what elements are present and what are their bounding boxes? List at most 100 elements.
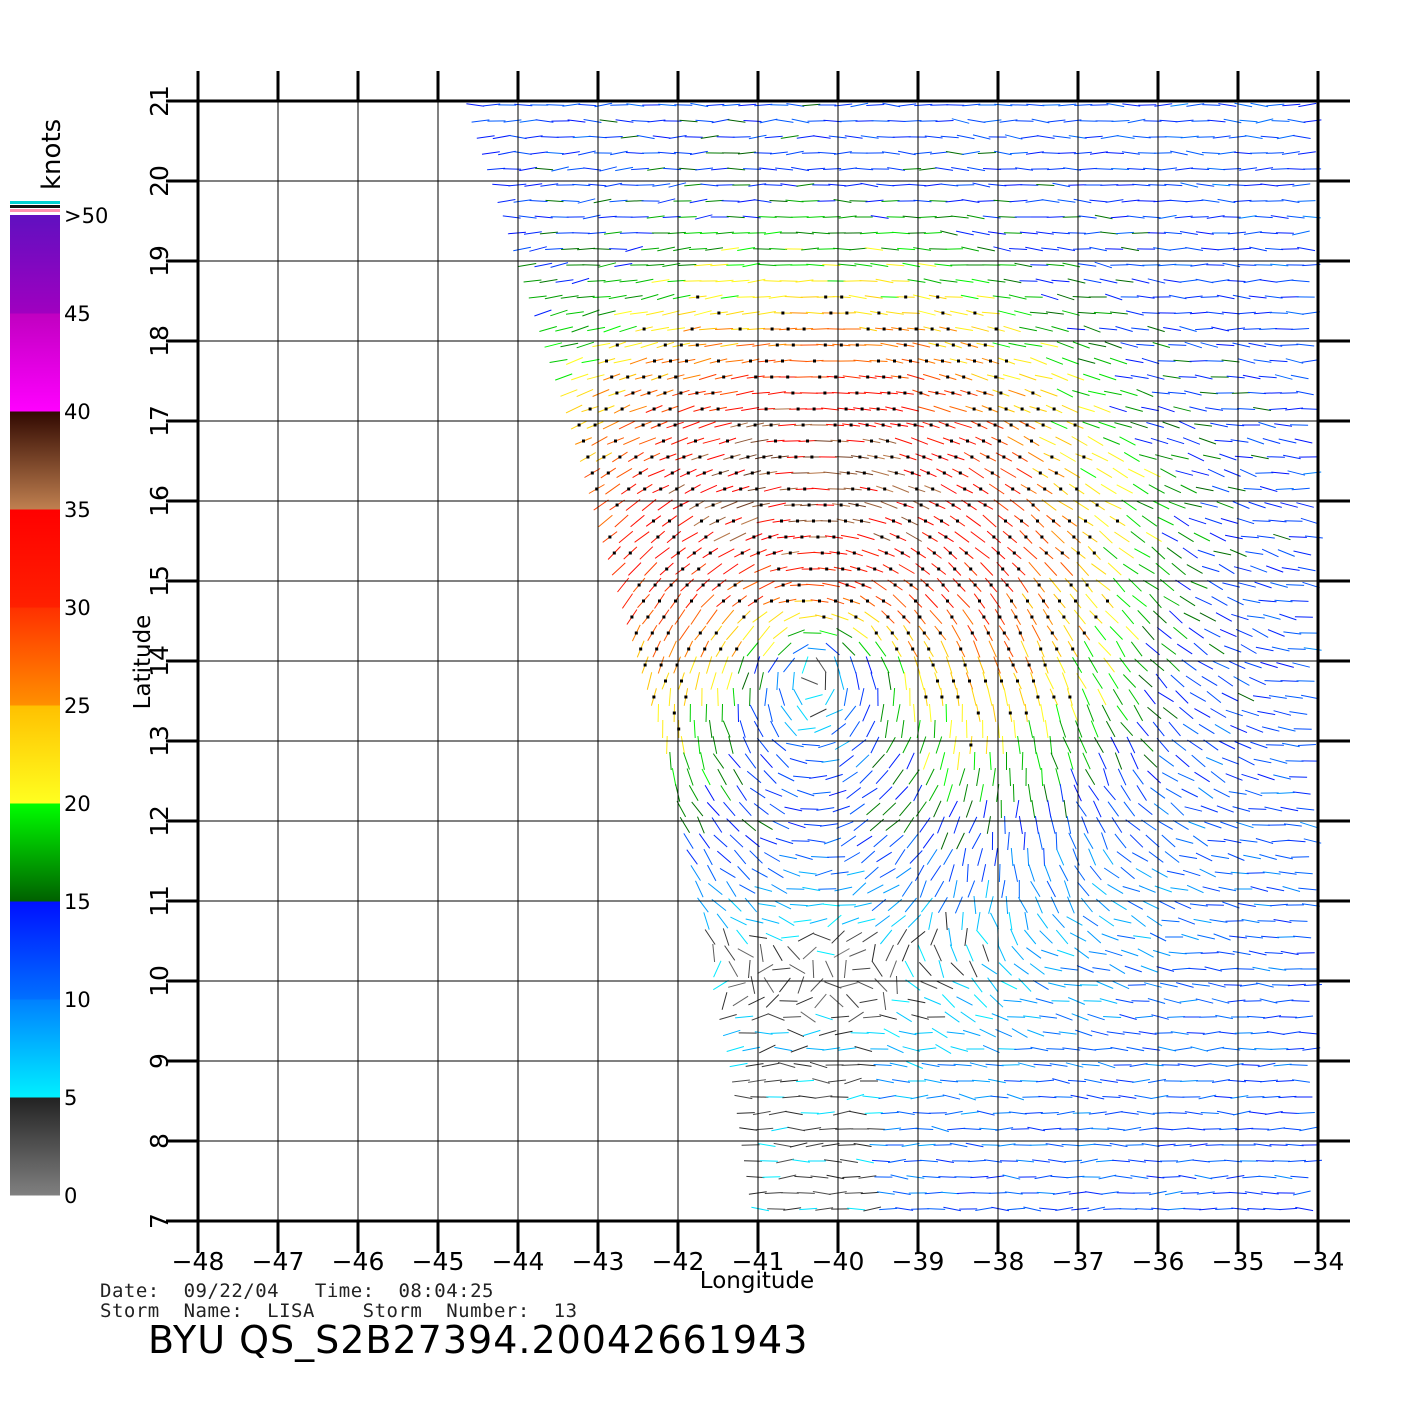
wind-vector [828, 915, 842, 927]
rain-flag [886, 616, 889, 619]
wind-vector [946, 912, 947, 930]
wind-vector [518, 264, 536, 267]
wind-vector [778, 424, 796, 425]
rain-flag [821, 552, 824, 555]
wind-vector [513, 247, 531, 251]
wind-vector [769, 612, 783, 623]
wind-vector [988, 232, 1006, 234]
rain-flag [919, 392, 922, 395]
wind-vector [754, 721, 763, 737]
wind-vector [695, 215, 712, 219]
wind-vector [689, 785, 698, 801]
rain-flag [809, 568, 812, 571]
rain-flag [968, 504, 971, 507]
wind-vector [1138, 803, 1152, 814]
wind-vector [717, 914, 728, 928]
wind-vector [498, 200, 516, 203]
wind-vector [1151, 1208, 1169, 1210]
wind-vector [939, 960, 944, 977]
wind-vector [1212, 280, 1230, 283]
wind-vector [1099, 1175, 1117, 1179]
wind-vector [727, 881, 736, 896]
rain-flag [658, 600, 661, 603]
wind-vector [1139, 1032, 1157, 1035]
wind-vector [812, 1079, 829, 1084]
rain-flag [668, 520, 671, 523]
wind-vector [1231, 1208, 1249, 1210]
wind-vector [705, 248, 723, 250]
wind-vector [1229, 661, 1245, 668]
wind-vector [1087, 1207, 1105, 1211]
wind-vector [1133, 136, 1151, 138]
wind-vector [1045, 967, 1063, 971]
wind-vector [1251, 887, 1268, 892]
rain-flag [866, 600, 869, 603]
rain-flag [846, 584, 849, 587]
wind-vector [726, 311, 744, 315]
wind-vector [803, 1030, 820, 1035]
wind-vector [955, 328, 973, 331]
wind-vector [964, 784, 968, 802]
rain-flag [1037, 408, 1040, 411]
wind-vector [687, 769, 693, 786]
wind-vector [893, 595, 906, 608]
wind-vector [1275, 855, 1293, 859]
rain-flag [999, 392, 1002, 395]
wind-vector [1099, 374, 1116, 380]
wind-vector [1273, 534, 1290, 539]
wind-vector [797, 790, 814, 796]
wind-vector [1276, 233, 1294, 234]
rain-flag [582, 440, 585, 443]
wind-vector [1187, 885, 1203, 892]
wind-vector [759, 626, 770, 640]
wind-vector [1131, 422, 1148, 428]
wind-vector [739, 802, 751, 815]
wind-vector [854, 903, 872, 907]
wind-vector [938, 817, 945, 834]
wind-vector [1026, 104, 1044, 106]
rain-flag [1016, 680, 1019, 683]
wind-vector [956, 231, 974, 235]
wind-vector [1047, 217, 1065, 218]
rain-flag [834, 600, 837, 603]
wind-vector [577, 342, 594, 348]
wind-vector [1094, 358, 1111, 364]
wind-vector [796, 1080, 814, 1081]
wind-vector [626, 201, 644, 202]
wind-vector [1141, 407, 1159, 411]
wind-vector [983, 515, 996, 527]
wind-vector [545, 343, 562, 347]
wind-vector [1181, 485, 1197, 493]
wind-vector [811, 857, 829, 858]
wind-vector [1157, 821, 1173, 830]
wind-vector [1170, 151, 1188, 155]
wind-vector [1152, 392, 1170, 394]
wind-vector [1099, 422, 1116, 428]
wind-vector [925, 136, 943, 138]
rain-flag [920, 504, 923, 507]
wind-vector [550, 360, 568, 363]
wind-vector [792, 841, 810, 842]
wind-vector [895, 1096, 913, 1098]
rain-flag [680, 680, 683, 683]
wind-vector [1057, 247, 1075, 250]
wind-vector [941, 136, 959, 137]
wind-vector [790, 904, 808, 905]
wind-vector [879, 787, 892, 800]
rain-flag [762, 456, 765, 459]
rain-flag [682, 456, 685, 459]
wind-vector [1110, 406, 1127, 411]
wind-vector [604, 232, 622, 234]
wind-vector [876, 279, 894, 282]
wind-vector [1169, 502, 1186, 508]
rain-flag [703, 648, 706, 651]
wind-vector [784, 658, 795, 672]
wind-vector [1295, 872, 1313, 873]
wind-vector [1171, 455, 1189, 459]
rain-flag [1024, 536, 1027, 539]
wind-vector [1274, 424, 1292, 427]
rain-flag [642, 600, 645, 603]
rain-flag [1082, 456, 1085, 459]
wind-vector [1170, 104, 1188, 107]
wind-vector [1117, 136, 1135, 139]
